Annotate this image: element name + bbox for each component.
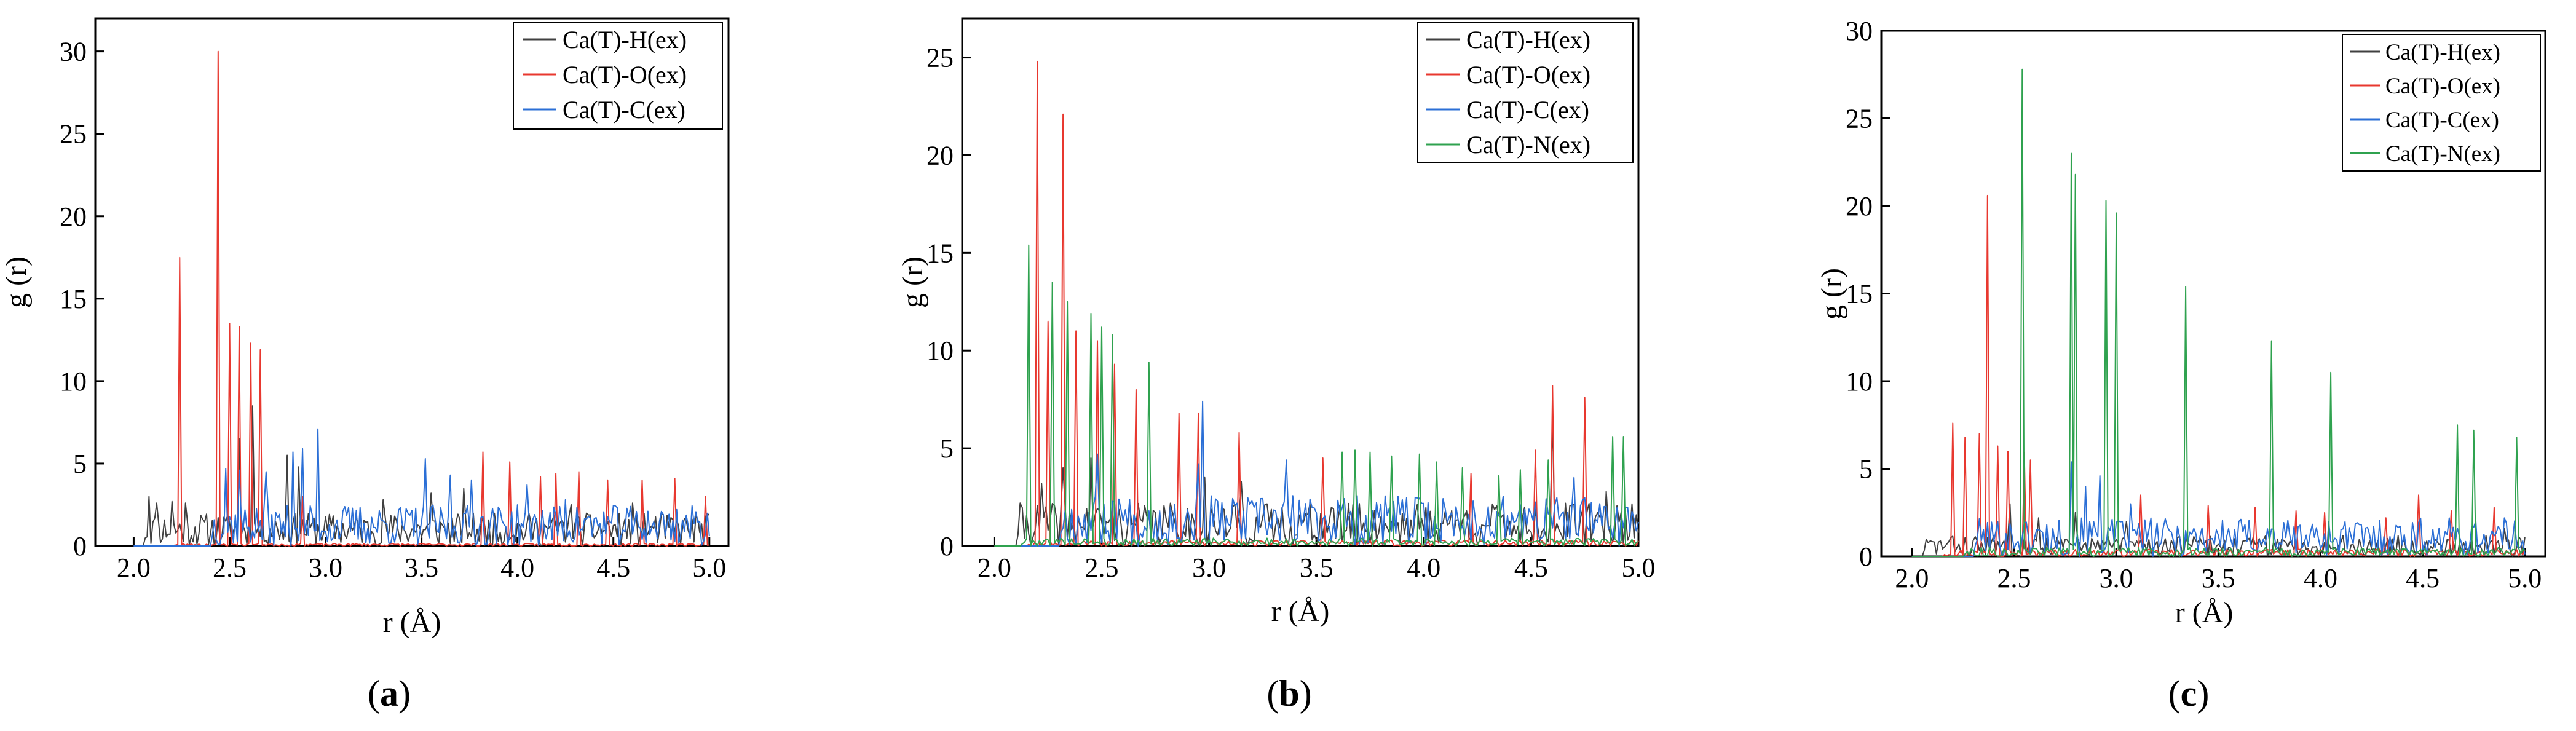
- x-tick-label: 2.0: [978, 553, 1011, 583]
- x-tick-label: 3.5: [1300, 553, 1333, 583]
- y-tick-label: 25: [926, 43, 954, 73]
- y-tick-label: 10: [60, 366, 87, 397]
- legend-label: Ca(T)-O(ex): [563, 61, 687, 89]
- legend: Ca(T)-H(ex) Ca(T)-O(ex) Ca(T)-C(ex): [513, 22, 723, 130]
- y-tick-label: 15: [60, 284, 87, 314]
- x-tick-labels: 2.0 2.5 3.0 3.5 4.0 4.5 5.0: [117, 553, 726, 583]
- y-axis-label: g (r): [1815, 268, 1848, 320]
- y-tick-labels: 0 5 10 15 20 25 30: [1846, 16, 1873, 572]
- x-tick-label: 2.0: [117, 553, 151, 583]
- legend: Ca(T)-H(ex) Ca(T)-O(ex) Ca(T)-C(ex) Ca(T…: [1417, 22, 1634, 163]
- panel-label-letter: c: [2181, 673, 2197, 714]
- legend-label: Ca(T)-H(ex): [1466, 26, 1590, 53]
- panel-c: 2.0 2.5 3.0 3.5 4.0 4.5 5.0 0 5 10 15 20…: [1815, 16, 2546, 714]
- panel-label-letter: a: [380, 673, 398, 714]
- legend-label: Ca(T)-H(ex): [563, 26, 687, 53]
- legend-box: [513, 22, 723, 130]
- x-tick-label: 5.0: [692, 553, 726, 583]
- panel-label: (a): [368, 673, 411, 714]
- y-tick-label: 10: [1846, 366, 1873, 397]
- y-tick-label: 20: [1846, 191, 1873, 221]
- series-line-catoex: [1911, 194, 2526, 557]
- x-tick-label: 4.0: [2304, 563, 2337, 593]
- series-line-catoex: [133, 50, 709, 547]
- y-tick-label: 5: [1859, 454, 1873, 484]
- x-axis-label: r (Å): [383, 606, 441, 639]
- series-lines: [133, 50, 710, 547]
- x-tick-label: 4.5: [1514, 553, 1548, 583]
- y-tick-label: 30: [60, 37, 87, 67]
- x-tick-label: 3.5: [2202, 563, 2235, 593]
- y-tick-label: 25: [1846, 104, 1873, 134]
- legend-label: Ca(T)-O(ex): [1466, 61, 1590, 89]
- legend-label: Ca(T)-C(ex): [1466, 96, 1589, 124]
- y-axis-label: g (r): [896, 256, 929, 308]
- x-tick-label: 5.0: [1622, 553, 1656, 583]
- y-tick-label: 5: [73, 449, 87, 479]
- series-line-cathex: [994, 416, 1639, 547]
- y-tick-label: 20: [60, 202, 87, 232]
- legend-label: Ca(T)-C(ex): [563, 96, 685, 124]
- y-tick-label: 10: [926, 336, 954, 366]
- legend-box: [2342, 34, 2541, 172]
- x-tick-label: 4.0: [1407, 553, 1440, 583]
- y-tick-marks: [962, 57, 971, 547]
- y-tick-label: 15: [1846, 279, 1873, 309]
- series-line-catcex: [1911, 461, 2526, 557]
- legend-label: Ca(T)-H(ex): [2385, 40, 2500, 65]
- y-tick-labels: 0 5 10 15 20 25 30: [60, 37, 87, 561]
- x-axis-label: r (Å): [1271, 595, 1330, 628]
- y-tick-label: 25: [60, 119, 87, 149]
- x-tick-label: 4.5: [2406, 563, 2440, 593]
- y-tick-labels: 0 5 10 15 20 25: [926, 43, 954, 561]
- y-tick-marks: [95, 50, 104, 547]
- y-tick-label: 20: [926, 140, 954, 170]
- panel-a: 2.0 2.5 3.0 3.5 4.0 4.5 5.0 0 5 10 15 20…: [0, 17, 730, 714]
- panel-label: (b): [1266, 673, 1311, 714]
- series-line-catcex: [994, 400, 1639, 547]
- x-tick-labels: 2.0 2.5 3.0 3.5 4.0 4.5 5.0: [978, 553, 1656, 583]
- y-tick-label: 0: [1859, 542, 1873, 572]
- series-lines: [1911, 68, 2526, 557]
- x-tick-label: 3.0: [2100, 563, 2133, 593]
- panel-label-letter: b: [1279, 673, 1299, 714]
- y-tick-label: 15: [926, 238, 954, 268]
- y-tick-label: 0: [940, 531, 954, 561]
- x-tick-label: 2.5: [213, 553, 247, 583]
- x-tick-label: 2.0: [1895, 563, 1929, 593]
- x-tick-label: 4.5: [596, 553, 630, 583]
- y-tick-marks: [1881, 30, 1890, 558]
- y-tick-label: 30: [1846, 16, 1873, 46]
- x-tick-label: 4.0: [500, 553, 534, 583]
- panel-b: 2.0 2.5 3.0 3.5 4.0 4.5 5.0 0 5 10 15 20…: [896, 17, 1656, 714]
- x-tick-label: 5.0: [2508, 563, 2542, 593]
- legend-label: Ca(T)-O(ex): [2385, 74, 2500, 99]
- x-tick-label: 2.5: [1997, 563, 2031, 593]
- plot-frame: [94, 17, 730, 547]
- series-line-catnex: [1911, 68, 2526, 557]
- y-axis-label: g (r): [0, 256, 33, 308]
- x-axis-label: r (Å): [2175, 596, 2234, 629]
- legend-label: Ca(T)-N(ex): [2385, 141, 2500, 167]
- panel-label: (c): [2168, 673, 2210, 714]
- x-tick-label: 3.0: [1192, 553, 1226, 583]
- x-tick-label: 3.5: [405, 553, 438, 583]
- x-tick-label: 3.0: [309, 553, 342, 583]
- legend-label: Ca(T)-N(ex): [1466, 131, 1590, 159]
- series-line-catnex: [994, 244, 1639, 547]
- plot-frame: [961, 17, 1640, 547]
- series-line-catcex: [133, 428, 710, 547]
- y-tick-label: 0: [73, 531, 87, 561]
- legend: Ca(T)-H(ex) Ca(T)-O(ex) Ca(T)-C(ex) Ca(T…: [2342, 34, 2541, 172]
- series-lines: [994, 60, 1639, 547]
- x-tick-label: 2.5: [1085, 553, 1118, 583]
- legend-label: Ca(T)-C(ex): [2385, 108, 2499, 133]
- legend-box: [1417, 22, 1634, 163]
- x-tick-labels: 2.0 2.5 3.0 3.5 4.0 4.5 5.0: [1895, 563, 2542, 593]
- y-tick-label: 5: [940, 433, 954, 464]
- series-line-cathex: [133, 405, 710, 547]
